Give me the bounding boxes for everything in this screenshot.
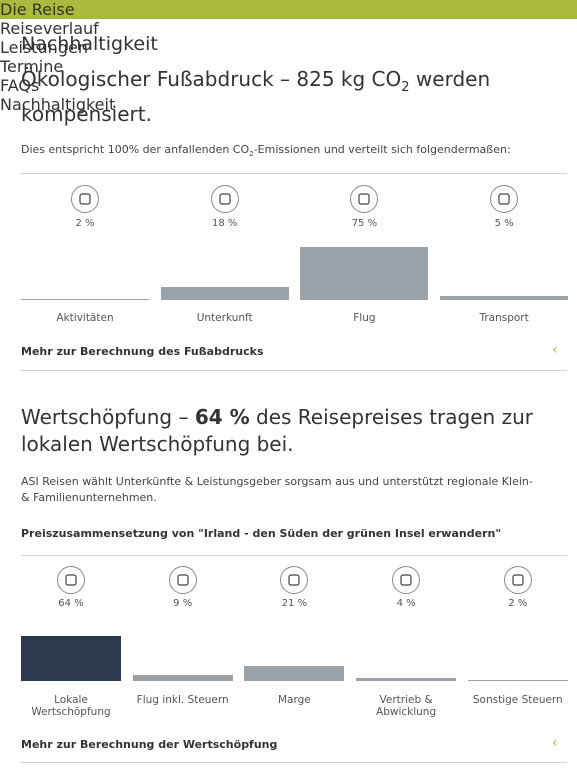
icon	[392, 566, 421, 594]
footprint-heading: Ökologischer Fußabdruck – 825 kg CO2 wer…	[21, 66, 491, 128]
more-link[interactable]: Mehr zur Berechnung der Wertschöpfung	[21, 738, 278, 751]
more-link[interactable]: Mehr zur Berechnung des Fußabdrucks	[21, 345, 264, 358]
category-label: Lokale Wertschöpfung	[31, 694, 111, 718]
category-label: Flug	[353, 312, 376, 324]
icon	[168, 566, 197, 594]
chevron[interactable]: ‹	[552, 735, 558, 751]
divider	[21, 555, 567, 556]
intro-text: Dies entspricht 100% der anfallenden CO	[21, 143, 250, 156]
value-label: 4 %	[396, 598, 416, 609]
nav-item[interactable]: Termine	[0, 57, 64, 76]
nav-item[interactable]: FAQs	[0, 76, 40, 95]
nav-bar: Die Reise Reiseverlauf Leistungen Termine FA…	[0, 0, 577, 114]
bar	[300, 246, 429, 300]
bar	[132, 674, 233, 681]
icon	[280, 566, 309, 594]
heading-sub: 2	[401, 80, 410, 95]
value-label: 2 %	[75, 218, 95, 229]
divider	[21, 762, 567, 763]
value-label: 9 %	[173, 598, 193, 609]
value-label: 64 %	[58, 598, 84, 609]
bar	[160, 287, 289, 300]
value-label: 18 %	[211, 218, 238, 229]
value-subtitle: Preiszusammensetzung von "Irland - den S…	[21, 527, 502, 540]
value-label: 5 %	[494, 218, 514, 229]
heading-text: Wertschöpfung –	[21, 405, 195, 429]
intro-sub: 2	[249, 149, 254, 159]
icon	[210, 185, 239, 213]
heading-bold: 64 %	[194, 405, 250, 429]
category-label: Sonstige Steuern	[472, 694, 563, 706]
heading-text: Ökologischer Fußabdruck – 825 kg CO	[21, 67, 402, 91]
footprint-intro: Dies entspricht 100% der anfallenden CO2…	[21, 142, 571, 162]
value-label: 2 %	[508, 598, 528, 609]
icon	[503, 566, 532, 594]
chevron[interactable]: ‹	[552, 342, 558, 358]
divider	[21, 370, 567, 371]
icon	[490, 185, 519, 213]
nav-item[interactable]: Die Reise	[0, 0, 75, 19]
bar	[21, 298, 149, 300]
page-title: Nachhaltigkeit	[21, 33, 158, 55]
value-intro: ASI Reisen wählt Unterkünfte & Leistungs…	[21, 475, 533, 504]
bar	[356, 678, 457, 681]
category-label: Marge	[278, 694, 311, 706]
bar	[21, 635, 121, 681]
bar	[467, 679, 568, 681]
icon	[71, 185, 99, 213]
divider	[21, 173, 567, 174]
nav-item[interactable]: Leistungen	[0, 38, 88, 57]
heading-text: des Reisepreises tragen zur lokalen Wert…	[21, 405, 533, 456]
value-label: 75 %	[351, 218, 378, 229]
category-label: Unterkunft	[196, 312, 253, 324]
nav-item[interactable]: Nachhaltigkeit	[0, 95, 116, 114]
heading-text: werden kompensiert.	[21, 67, 491, 126]
value-label: 21 %	[281, 598, 308, 609]
intro-text: -Emissionen und verteilt sich folgenderm…	[253, 143, 511, 156]
icon	[350, 185, 379, 213]
category-label: Aktivitäten	[56, 312, 114, 324]
bar	[440, 296, 569, 300]
value-heading: Wertschöpfung – 64 % des Reisepreises tr…	[21, 404, 577, 458]
category-label: Flug inkl. Steuern	[136, 694, 229, 706]
category-label: Transport	[479, 312, 529, 324]
category-label: Vertrieb & Abwicklung	[376, 694, 437, 718]
icon	[57, 566, 85, 594]
bar	[244, 666, 345, 681]
nav-item[interactable]: Reiseverlauf	[0, 19, 99, 38]
